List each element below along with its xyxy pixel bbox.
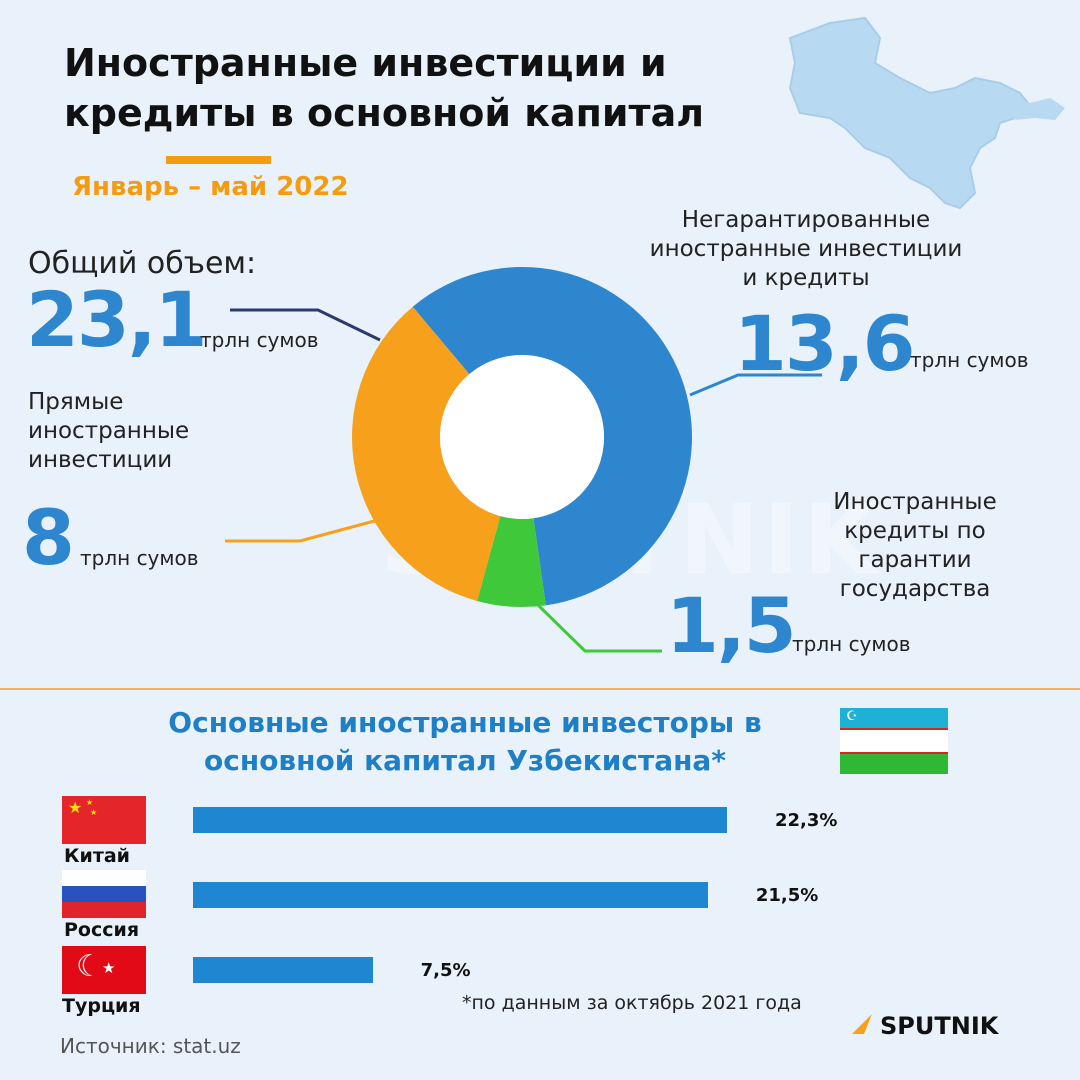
donut-hole <box>440 355 604 519</box>
accent-bar <box>166 156 271 164</box>
donut-slice-0 <box>412 267 692 606</box>
sputnik-logo-icon <box>850 1012 874 1036</box>
label-direct: Прямые иностранные инвестиции <box>28 388 189 475</box>
period-label: Январь – май 2022 <box>72 172 349 202</box>
donut-slice-1 <box>477 516 546 608</box>
bar-russia <box>193 882 708 908</box>
country-label-russia: Россия <box>64 919 140 941</box>
country-label-turkey: Турция <box>62 995 141 1017</box>
china-flag-icon: ★ ★ ★ <box>62 796 146 844</box>
label-guaranteed: Иностранные кредиты по гарантии государс… <box>810 488 1020 604</box>
pct-label-china: 22,3% <box>775 810 838 831</box>
donut-chart <box>225 267 822 653</box>
footnote: *по данным за октябрь 2021 года <box>462 992 802 1014</box>
pct-label-russia: 21,5% <box>755 885 819 906</box>
bar-turkey <box>193 957 373 983</box>
leader-line-unguaranteed <box>689 373 822 397</box>
turkey-flag-icon: ☾ ★ <box>62 946 146 994</box>
label-guaranteed-line-2: кредиты по <box>844 518 986 544</box>
source-label: Источник: stat.uz <box>60 1034 241 1058</box>
value-direct: 8 <box>22 493 75 582</box>
value-unguaranteed: 13,6 <box>734 299 916 388</box>
unit-unguaranteed: трлн сумов <box>910 348 1029 372</box>
label-direct-line-1: Прямые <box>28 389 124 415</box>
section-divider <box>0 688 1080 690</box>
total-unit: трлн сумов <box>200 328 319 352</box>
unit-direct: трлн сумов <box>80 546 199 570</box>
leader-line-guaranteed <box>536 603 662 653</box>
label-unguaranteed-line-2: иностранные инвестиции <box>649 236 963 262</box>
investors-title: Основные иностранные инвесторы в основно… <box>100 704 830 780</box>
brand-label: SPUTNIK <box>880 1012 999 1040</box>
label-direct-line-2: иностранные <box>28 418 190 444</box>
title-line-2: кредиты в основной капитал <box>64 91 705 135</box>
uzbekistan-flag-icon: ☪ <box>840 708 948 774</box>
country-label-china: Китай <box>64 845 130 867</box>
total-value: 23,1 <box>26 275 208 364</box>
label-direct-line-3: инвестиции <box>28 447 173 473</box>
label-unguaranteed-line-3: и кредиты <box>742 265 870 291</box>
label-unguaranteed: Негарантированные иностранные инвестиции… <box>606 206 1006 293</box>
pct-label-turkey: 7,5% <box>420 960 471 981</box>
investors-title-line-2: основной капитал Узбекистана* <box>204 744 726 777</box>
russia-flag-icon <box>62 870 146 918</box>
bar-china <box>193 807 727 833</box>
leader-line-total <box>230 308 381 342</box>
value-guaranteed: 1,5 <box>666 581 797 670</box>
title-line-1: Иностранные инвестиции и <box>64 41 667 85</box>
total-label: Общий объем: <box>28 246 257 281</box>
label-guaranteed-line-3: гарантии <box>858 547 972 573</box>
unit-guaranteed: трлн сумов <box>792 632 911 656</box>
page-title: Иностранные инвестиции и кредиты в основ… <box>64 38 784 138</box>
label-guaranteed-line-4: государства <box>839 576 991 602</box>
label-guaranteed-line-1: Иностранные <box>833 489 997 515</box>
investors-title-line-1: Основные иностранные инвесторы в <box>168 706 762 739</box>
donut-slice-2 <box>351 306 501 601</box>
label-unguaranteed-line-1: Негарантированные <box>681 207 931 233</box>
leader-line-direct <box>225 518 379 543</box>
uzbekistan-map <box>788 16 1065 210</box>
